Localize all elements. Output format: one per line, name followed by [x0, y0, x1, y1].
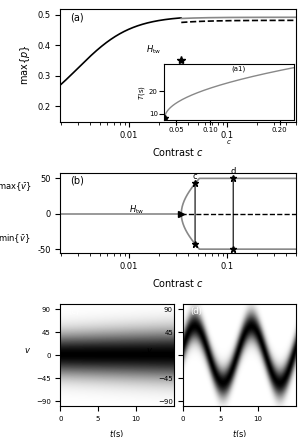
X-axis label: $t$(s): $t$(s) [232, 428, 247, 437]
Y-axis label: max$\{p\}$: max$\{p\}$ [18, 45, 32, 86]
Text: c: c [193, 172, 198, 181]
Text: min$\{\bar{v}\}$: min$\{\bar{v}\}$ [0, 233, 31, 246]
Text: (d): (d) [191, 307, 203, 316]
X-axis label: $t$(s): $t$(s) [109, 428, 125, 437]
Text: (a): (a) [70, 12, 83, 22]
X-axis label: Contrast $c$: Contrast $c$ [152, 277, 204, 289]
Text: d: d [230, 167, 236, 176]
Y-axis label: $v$: $v$ [24, 346, 31, 355]
X-axis label: Contrast $c$: Contrast $c$ [152, 146, 204, 158]
Y-axis label: $v$: $v$ [146, 346, 153, 355]
Text: $H_{\mathrm{tw}}$: $H_{\mathrm{tw}}$ [129, 203, 144, 216]
Text: $H_{\mathrm{tw}}$: $H_{\mathrm{tw}}$ [146, 43, 161, 56]
Text: (b): (b) [70, 175, 84, 185]
Text: (c): (c) [68, 307, 79, 316]
Text: max$\{\bar{v}\}$: max$\{\bar{v}\}$ [0, 180, 32, 193]
